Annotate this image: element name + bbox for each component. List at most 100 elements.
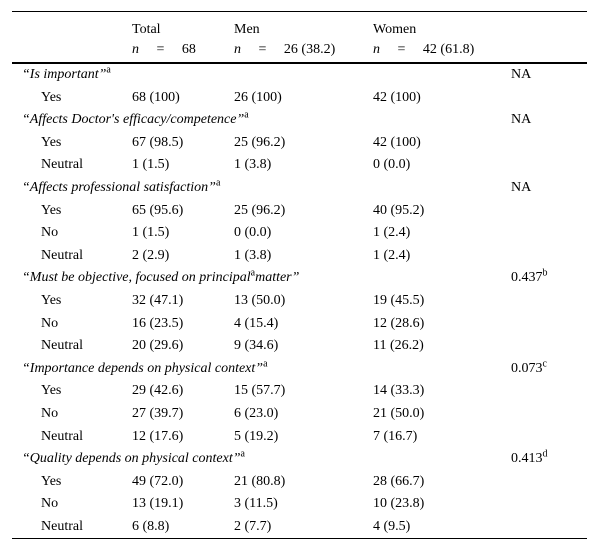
row-label: Yes	[41, 89, 62, 105]
row-label: Neutral	[41, 428, 83, 444]
table-row: Yes 49 (72.0) 21 (80.8) 28 (66.7)	[12, 471, 587, 494]
women-cell: 19 (45.5)	[373, 292, 425, 308]
women-cell: 1 (2.4)	[373, 247, 411, 263]
table-body: “Is important”a NA Yes 68 (100) 26 (100)…	[12, 64, 587, 538]
women-cell: 12 (28.6)	[373, 315, 425, 331]
table-row: Neutral 2 (2.9) 1 (3.8) 1 (2.4)	[12, 245, 587, 268]
question-row: “Must be objective, focused on principal…	[12, 267, 587, 290]
table-header: Total n = 68 Men n = 26 (38.2) Women n =…	[12, 12, 587, 62]
row-label: Neutral	[41, 157, 83, 173]
total-cell: 12 (17.6)	[132, 428, 184, 444]
men-cell: 3 (11.5)	[234, 496, 278, 512]
total-cell: 2 (2.9)	[132, 247, 170, 263]
header-total-label: Total	[132, 22, 161, 37]
p-value: NA	[511, 179, 532, 195]
men-cell: 1 (3.8)	[234, 247, 272, 263]
question-row: “Quality depends on physical context”a 0…	[12, 448, 587, 471]
total-cell: 1 (1.5)	[132, 225, 170, 241]
row-label: No	[41, 405, 59, 421]
header-rule	[12, 62, 587, 64]
row-label: No	[41, 315, 59, 331]
total-cell: 13 (19.1)	[132, 496, 184, 512]
total-cell: 49 (72.0)	[132, 473, 184, 489]
women-cell: 42 (100)	[373, 134, 421, 150]
p-value: NA	[511, 112, 532, 128]
men-cell: 0 (0.0)	[234, 225, 272, 241]
table-row: Neutral 20 (29.6) 9 (34.6) 11 (26.2)	[12, 335, 587, 358]
p-value: 0.073c	[511, 358, 547, 376]
men-cell: 26 (100)	[234, 89, 282, 105]
question-text: “Importance depends on physical context”…	[22, 358, 268, 376]
question-row: “Affects professional satisfaction”a NA	[12, 177, 587, 200]
total-cell: 67 (98.5)	[132, 134, 184, 150]
header-men: Men n = 26 (38.2)	[234, 20, 335, 60]
table-row: No 16 (23.5) 4 (15.4) 12 (28.6)	[12, 313, 587, 336]
men-cell: 15 (57.7)	[234, 383, 286, 399]
table-row: Yes 65 (95.6) 25 (96.2) 40 (95.2)	[12, 200, 587, 223]
table-row: Yes 68 (100) 26 (100) 42 (100)	[12, 87, 587, 110]
header-total-n: n = 68	[132, 42, 196, 57]
table-row: No 1 (1.5) 0 (0.0) 1 (2.4)	[12, 222, 587, 245]
p-value: NA	[511, 67, 532, 82]
row-label: Yes	[41, 383, 62, 399]
women-cell: 7 (16.7)	[373, 428, 418, 444]
women-cell: 40 (95.2)	[373, 202, 425, 218]
table-top-rule	[12, 11, 587, 12]
row-label: Yes	[41, 134, 62, 150]
total-cell: 1 (1.5)	[132, 157, 170, 173]
table-row: Yes 29 (42.6) 15 (57.7) 14 (33.3)	[12, 380, 587, 403]
row-label: No	[41, 225, 59, 241]
total-cell: 20 (29.6)	[132, 338, 184, 354]
men-cell: 21 (80.8)	[234, 473, 286, 489]
women-cell: 0 (0.0)	[373, 157, 411, 173]
question-text: “Must be objective, focused on principal…	[22, 267, 300, 286]
question-text: “Affects professional satisfaction”a	[22, 177, 221, 195]
total-cell: 68 (100)	[132, 89, 180, 105]
header-men-n: n = 26 (38.2)	[234, 42, 336, 57]
total-cell: 27 (39.7)	[132, 405, 184, 421]
header-women-label: Women	[373, 22, 417, 37]
total-cell: 65 (95.6)	[132, 202, 184, 218]
question-text: “Quality depends on physical context”a	[22, 448, 245, 467]
women-cell: 4 (9.5)	[373, 518, 411, 534]
data-table: Total n = 68 Men n = 26 (38.2) Women n =…	[12, 11, 587, 540]
men-cell: 1 (3.8)	[234, 157, 272, 173]
row-label: Neutral	[41, 518, 83, 534]
men-cell: 13 (50.0)	[234, 292, 286, 308]
row-label: Yes	[41, 292, 62, 308]
women-cell: 21 (50.0)	[373, 405, 425, 421]
header-women-n: n = 42 (61.8)	[373, 42, 475, 57]
header-total: Total n = 68	[132, 20, 196, 60]
question-row: “Importance depends on physical context”…	[12, 358, 587, 381]
table-row: Yes 32 (47.1) 13 (50.0) 19 (45.5)	[12, 290, 587, 313]
total-cell: 29 (42.6)	[132, 383, 184, 399]
row-label: No	[41, 496, 59, 512]
men-cell: 25 (96.2)	[234, 202, 286, 218]
header-women: Women n = 42 (61.8)	[373, 20, 474, 60]
women-cell: 11 (26.2)	[373, 338, 424, 354]
table-row: Neutral 12 (17.6) 5 (19.2) 7 (16.7)	[12, 426, 587, 449]
p-value: 0.437b	[511, 267, 548, 286]
table-row: Yes 67 (98.5) 25 (96.2) 42 (100)	[12, 132, 587, 155]
women-cell: 10 (23.8)	[373, 496, 425, 512]
total-cell: 32 (47.1)	[132, 292, 184, 308]
total-cell: 16 (23.5)	[132, 315, 184, 331]
men-cell: 6 (23.0)	[234, 405, 279, 421]
p-value: 0.413d	[511, 448, 548, 467]
question-text: “Is important”a	[22, 64, 111, 82]
men-cell: 25 (96.2)	[234, 134, 286, 150]
men-cell: 2 (7.7)	[234, 518, 272, 534]
table-row: No 27 (39.7) 6 (23.0) 21 (50.0)	[12, 403, 587, 426]
table-row: No 13 (19.1) 3 (11.5) 10 (23.8)	[12, 493, 587, 516]
row-label: Neutral	[41, 247, 83, 263]
women-cell: 14 (33.3)	[373, 383, 425, 399]
table-row: Neutral 6 (8.8) 2 (7.7) 4 (9.5)	[12, 516, 587, 539]
total-cell: 6 (8.8)	[132, 518, 170, 534]
men-cell: 9 (34.6)	[234, 338, 279, 354]
question-row: “Affects Doctor's efficacy/competence”a …	[12, 109, 587, 132]
women-cell: 42 (100)	[373, 89, 421, 105]
women-cell: 28 (66.7)	[373, 473, 425, 489]
men-cell: 4 (15.4)	[234, 315, 279, 331]
question-text: “Affects Doctor's efficacy/competence”a	[22, 109, 249, 128]
row-label: Neutral	[41, 338, 83, 354]
